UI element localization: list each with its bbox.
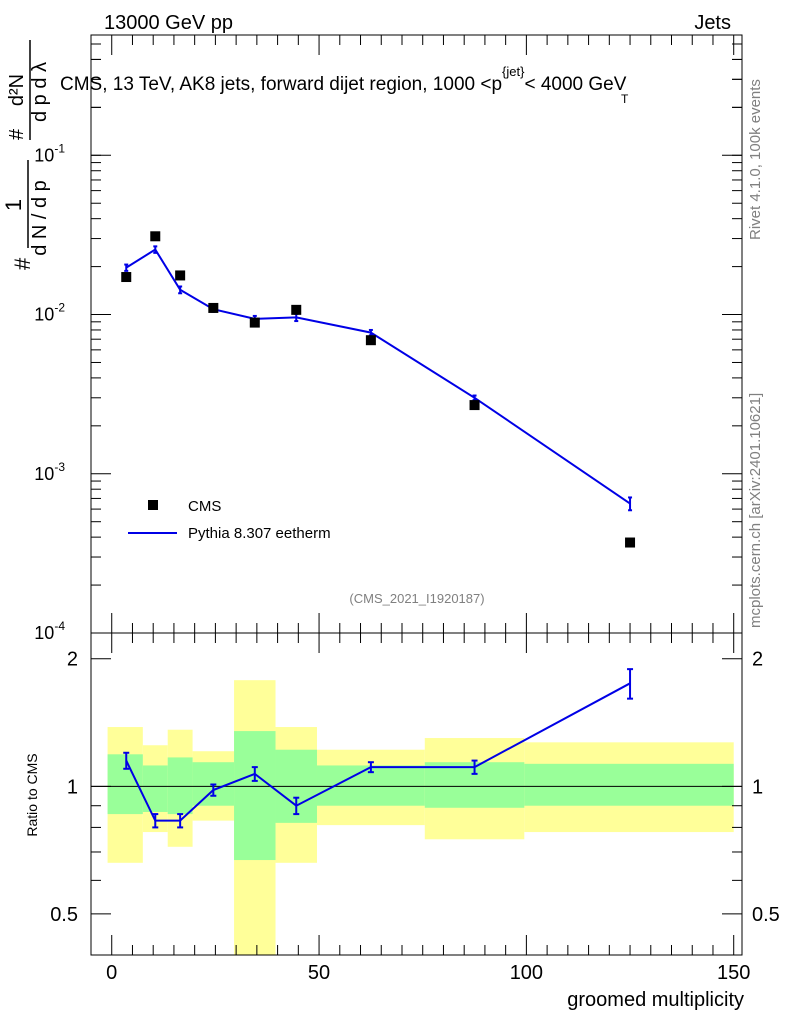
ylabel-numerator-1: 1 (1, 199, 26, 211)
header-category-label: Jets (694, 12, 731, 34)
main-y-tick-label-exponent: -4 (54, 619, 65, 633)
mc-line (125, 248, 631, 505)
main-ylabel: # 1 d N / d p # d²N d p d λ (1, 40, 51, 270)
legend: CMS Pythia 8.307 eetherm (128, 498, 331, 542)
cms-data-point (625, 537, 636, 548)
ratio-band-inner (142, 765, 168, 812)
ratio-y-tick-label: 0.5 (50, 904, 78, 926)
chart-title-sub-t: T (621, 92, 629, 106)
cms-data-point (365, 335, 376, 346)
main-y-tick-label-exponent: -2 (54, 301, 65, 315)
ratio-panel: 0.5 0.5 1 1 2 2 0 50 100 150 Ratio to CMS groomed… (24, 632, 780, 1011)
cms-data-point (291, 304, 302, 315)
ylabel-denominator-1: d N / d p (29, 180, 51, 256)
ratio-y-tick-label-right: 1 (752, 776, 763, 798)
main-y-tick-label: 10-4 (34, 619, 65, 643)
ratio-y-tick-label-right: 2 (752, 649, 763, 671)
ylabel-hash-2: # (6, 128, 28, 140)
ratio-y-tick-label: 1 (67, 776, 78, 798)
ylabel-numerator-2: d²N (6, 74, 28, 106)
header-energy-label: 13000 GeV pp (104, 12, 233, 34)
main-y-tick-label: 10-2 (34, 301, 65, 325)
cms-data-point (469, 400, 480, 411)
main-panel: 10-4 10-3 10-2 10-1 # 1 d N / d p # d²N d p… (1, 34, 743, 643)
ylabel-denominator-2: d p d λ (29, 62, 51, 122)
chart-title-sup: {jet} (502, 64, 525, 79)
x-tick-label: 100 (510, 962, 543, 984)
x-tick-label: 50 (308, 962, 330, 984)
rivet-version-label: Rivet 4.1.0, 100k events (747, 79, 764, 240)
chart-title: CMS, 13 TeV, AK8 jets, forward dijet reg… (60, 64, 627, 95)
main-frame (90, 34, 743, 634)
ratio-band-inner (524, 763, 734, 806)
cms-data-point (208, 302, 219, 313)
main-y-tick-label: 10-3 (34, 460, 65, 484)
ratio-ylabel: Ratio to CMS (24, 753, 40, 836)
legend-cms-label: CMS (188, 498, 221, 515)
x-tick-label: 0 (106, 962, 117, 984)
mcplots-label: mcplots.cern.ch [arXiv:2401.10621] (747, 393, 764, 628)
legend-cms-marker (148, 500, 158, 510)
chart-title-tail: < 4000 GeV (524, 74, 626, 95)
cms-data-point (150, 231, 161, 242)
analysis-watermark: (CMS_2021_I1920187) (349, 591, 484, 606)
ratio-y-tick-label: 2 (67, 649, 78, 671)
x-tick-label: 150 (717, 962, 750, 984)
main-y-tick-label-exponent: -1 (54, 141, 65, 155)
main-y-tick-label-exponent: -3 (54, 460, 65, 474)
chart-title-main: CMS, 13 TeV, AK8 jets, forward dijet reg… (60, 74, 502, 95)
main-y-tick-label: 10-1 (34, 141, 65, 165)
ratio-band-inner (234, 731, 276, 861)
legend-mc-label: Pythia 8.307 eetherm (188, 525, 331, 542)
ratio-band-inner (167, 757, 193, 815)
ylabel-hash-1: # (10, 257, 35, 270)
cms-data-point (175, 270, 186, 281)
cms-data-point (121, 272, 132, 283)
ratio-y-tick-label-right: 0.5 (752, 904, 780, 926)
ratio-frame (90, 632, 743, 956)
x-axis-label: groomed multiplicity (567, 989, 744, 1011)
cms-data-point (249, 317, 260, 328)
